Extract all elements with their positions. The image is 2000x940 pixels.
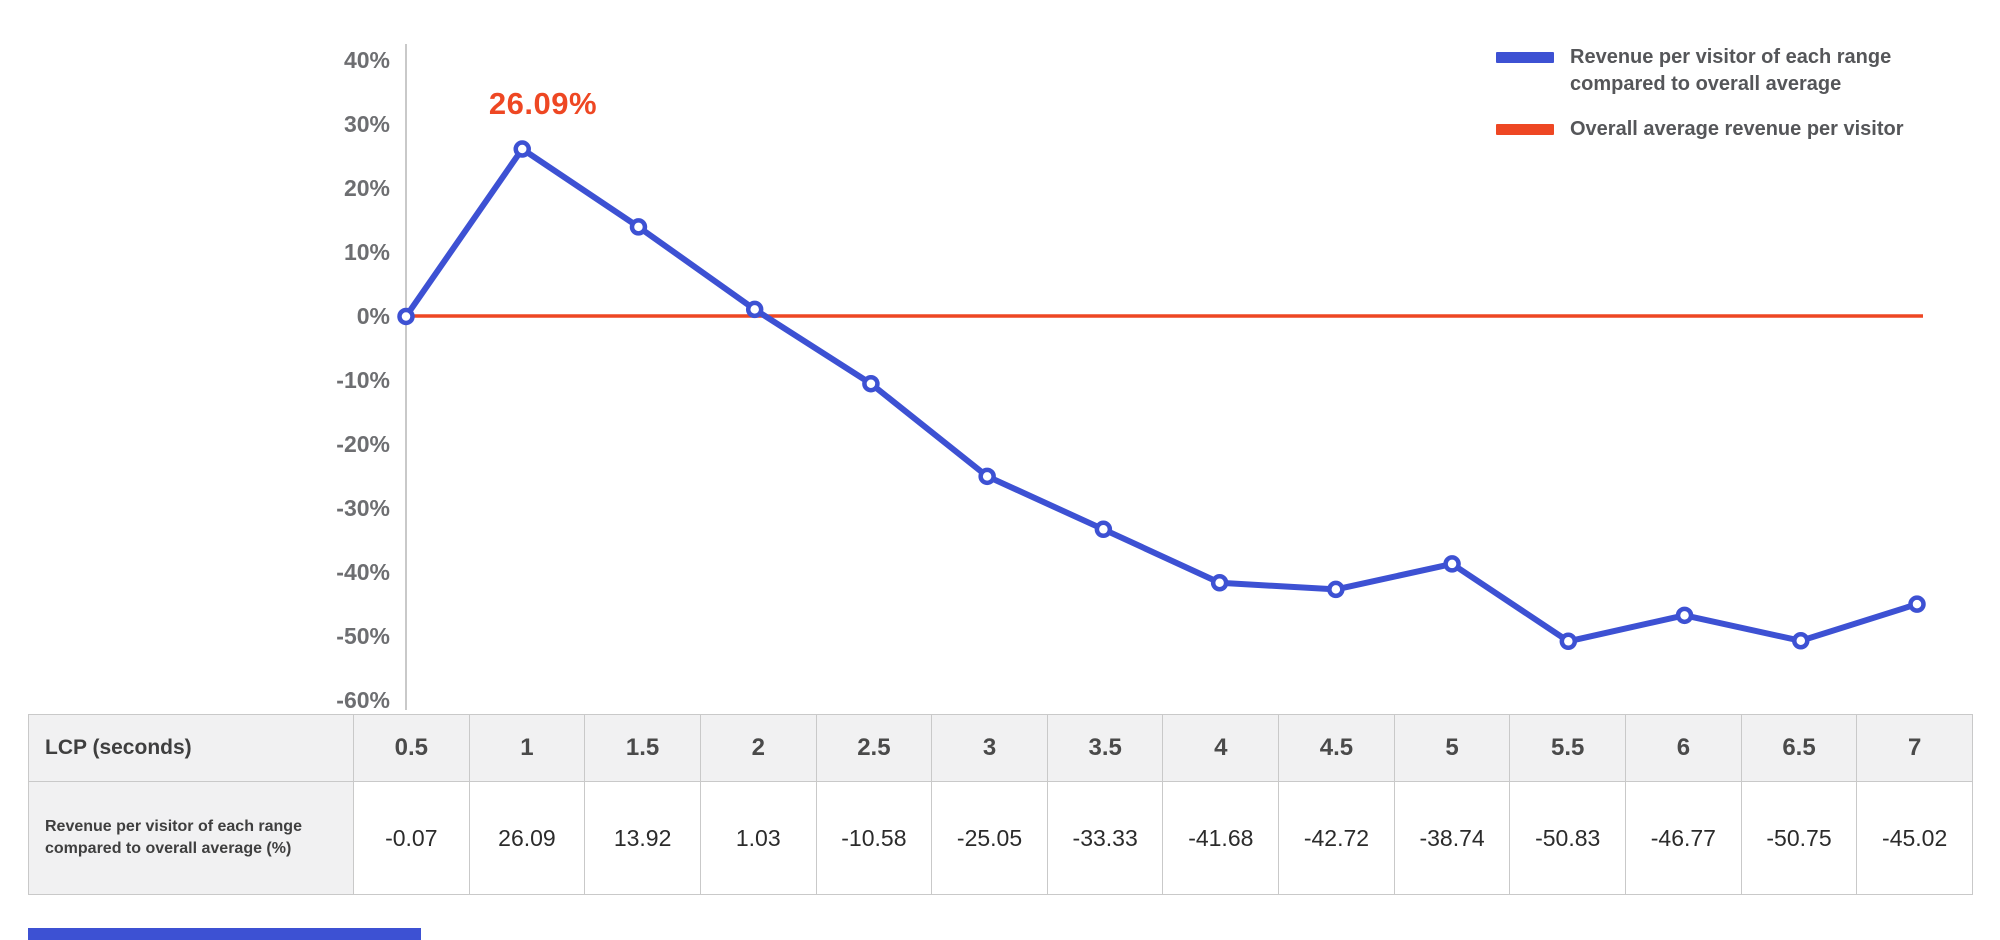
value-cell: -10.58 [815,781,933,895]
legend-item-revenue: Revenue per visitor of each range compar… [1496,44,1970,98]
data-point [1327,580,1345,599]
data-point [862,374,880,393]
y-axis-label: -30% [336,495,390,521]
value-cell: 1 [468,714,586,782]
data-point [1443,555,1461,573]
data-point [978,467,996,486]
line-chart: 40% 30% 20% 10% 0% -10% -20% -30% -40% -50% -60% [336,44,1926,713]
y-axis-label: 40% [344,47,390,73]
value-cell: -46.77 [1625,781,1742,895]
legend-label-revenue: Revenue per visitor of each range compar… [1570,46,1892,95]
data-point [1210,574,1229,592]
data-point [1094,520,1113,539]
bottom-blue-strip [28,928,421,940]
value-cell: 4 [1162,714,1280,782]
value-cell: -25.05 [931,781,1048,895]
legend: Revenue per visitor of each range compar… [1496,44,1970,143]
table-header-row: LCP (seconds) 0.5 1 1.5 2 2.5 3 3.5 4 4.5 5 5.5 6 6.5… [28,714,1973,782]
value-cell: 13.92 [584,781,701,895]
data-point [1792,632,1810,650]
value-cell: 26.09 [468,781,586,895]
y-axis-label: -50% [336,623,390,649]
data-table: LCP (seconds) 0.5 1 1.5 2 2.5 3 3.5 4 4.5 5 5.5 6 6.5… [28,714,1973,895]
chart-area: 40% 30% 20% 10% 0% -10% -20% -30% -40% -50% -60% 2… [336,44,1970,713]
value-cell: -42.72 [1278,781,1395,895]
legend-item-average: Overall average revenue per visitor [1496,116,1970,143]
value-cell: -33.33 [1046,781,1164,895]
data-point [1908,595,1926,613]
y-axis-label: -60% [336,687,390,713]
legend-swatch-red [1496,124,1554,135]
value-cell: 6.5 [1740,714,1858,782]
value-cell: -50.75 [1740,781,1858,895]
y-axis-label: 30% [344,111,390,137]
value-cell: 6 [1625,714,1742,782]
y-axis-label: -10% [336,367,390,393]
value-cell: 0.5 [353,714,470,782]
value-cell: -41.68 [1162,781,1280,895]
value-cell: -50.83 [1509,781,1627,895]
row-label-cell: Revenue per visitor of each range compar… [28,781,354,895]
y-axis-label: -20% [336,431,390,457]
data-point [745,300,764,319]
data-point [629,218,648,236]
value-cell: 3.5 [1046,714,1164,782]
value-cell: 2 [699,714,817,782]
y-axis-label: 10% [344,239,390,265]
y-axis-label: 20% [344,175,390,201]
value-cell: -0.07 [353,781,470,895]
value-cell: -38.74 [1393,781,1511,895]
value-cell: 4.5 [1278,714,1395,782]
value-cell: 7 [1856,714,1973,782]
legend-label-average: Overall average revenue per visitor [1570,118,1904,140]
value-cell: 5 [1393,714,1511,782]
data-point [1675,606,1694,625]
value-cell: -45.02 [1856,781,1973,895]
revenue-line [403,146,1920,645]
value-cell: 1.5 [584,714,701,782]
value-cell: 1.03 [699,781,817,895]
value-cell: 3 [931,714,1048,782]
y-axis-label: 0% [357,303,390,329]
y-axis-label: -40% [336,559,390,585]
value-cell: 5.5 [1509,714,1627,782]
row-label-cell: LCP (seconds) [28,714,354,782]
legend-swatch-blue [1496,52,1554,63]
data-point [513,140,531,158]
table-data-row: Revenue per visitor of each range compar… [28,781,1973,895]
data-point [1559,632,1578,651]
peak-annotation: 26.09% [488,86,598,121]
value-cell: 2.5 [815,714,933,782]
data-point [397,307,415,326]
